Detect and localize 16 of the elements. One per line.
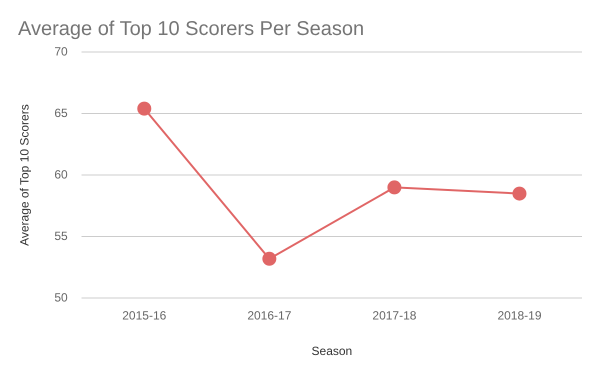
- y-tick-label: 60: [54, 167, 68, 182]
- y-tick-label: 50: [54, 290, 68, 305]
- x-tick-label: 2016-17: [247, 308, 292, 323]
- x-tick-label: 2015-16: [122, 308, 167, 323]
- x-tick-label: 2018-19: [497, 308, 542, 323]
- chart-title: Average of Top 10 Scorers Per Season: [18, 18, 364, 41]
- point: [387, 180, 402, 194]
- y-axis-title: Average of Top 10 Scorers: [18, 104, 32, 246]
- x-axis-title: Season: [312, 344, 352, 358]
- point: [512, 186, 526, 201]
- x-tick-label: 2017-18: [372, 308, 417, 323]
- y-tick-label: 65: [54, 106, 68, 120]
- y-tick-label: 70: [54, 44, 68, 58]
- point: [262, 252, 276, 266]
- point: [137, 102, 152, 116]
- y-tick-label: 55: [54, 228, 68, 243]
